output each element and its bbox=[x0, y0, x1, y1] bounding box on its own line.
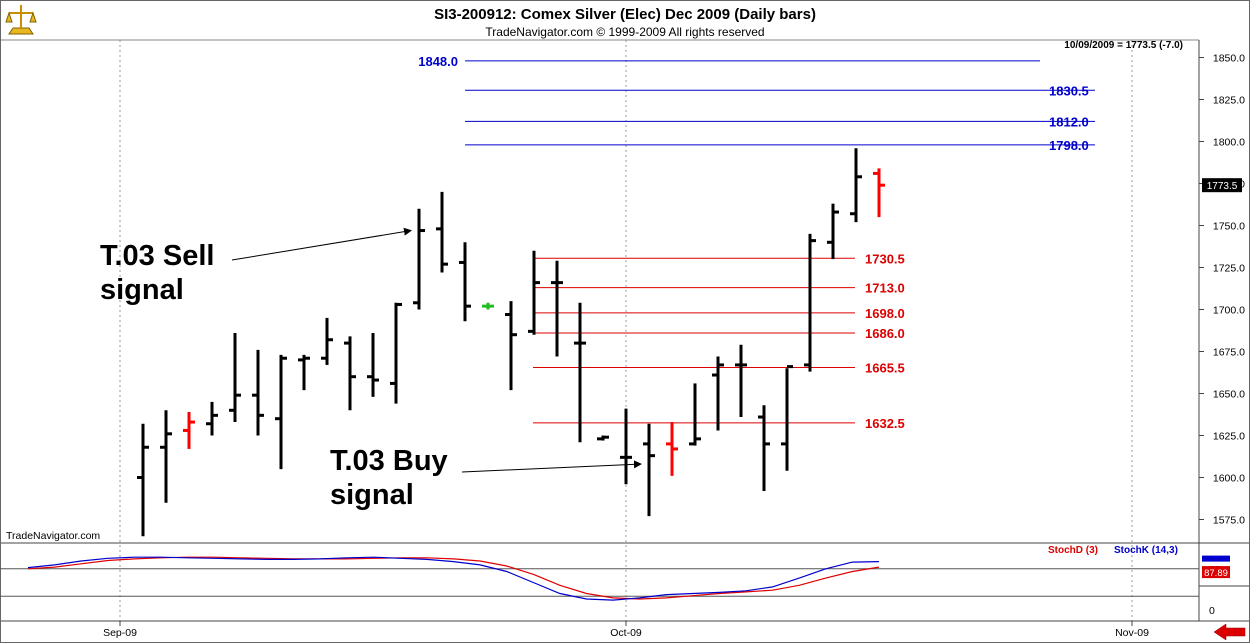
ohlc-bar bbox=[390, 302, 402, 404]
last-price-label: 1773.5 bbox=[1207, 181, 1238, 192]
price-tick-label: 1825.0 bbox=[1213, 95, 1245, 107]
signal-label: T.03 Sell signal bbox=[100, 240, 214, 306]
buy-level-label: 1686.0 bbox=[865, 326, 905, 341]
ohlc-bar bbox=[459, 242, 471, 322]
ohlc-bar bbox=[344, 336, 356, 411]
ohlc-bar bbox=[436, 191, 448, 273]
stoch-last-label: 87.89 bbox=[1204, 568, 1228, 579]
ohlc-bar bbox=[781, 365, 793, 471]
stoch-last-marker bbox=[1202, 566, 1230, 579]
ohlc-bar bbox=[275, 354, 287, 470]
ohlc-bar bbox=[321, 317, 333, 365]
ohlc-bar bbox=[206, 401, 218, 436]
ohlc-bar bbox=[229, 333, 241, 423]
time-tick-label: Nov-09 bbox=[1115, 627, 1149, 639]
signal-label-line: signal bbox=[100, 274, 184, 306]
ohlc-bar bbox=[574, 302, 586, 443]
stochastic-panel: 07587.89 bbox=[0, 555, 1230, 617]
ohlc-bar bbox=[827, 203, 839, 260]
stoch-k-line bbox=[27, 556, 880, 601]
signal-label-line: signal bbox=[330, 479, 414, 511]
ohlc-bar bbox=[413, 208, 425, 310]
ohlc-bar bbox=[551, 260, 563, 357]
ohlc-bar bbox=[620, 408, 632, 485]
ohlc-bar bbox=[597, 435, 609, 441]
price-axis: 1575.0 1600.0 1625.0 1650.0 1675.0 1700.0 1725… bbox=[1199, 53, 1245, 527]
scroll-left-arrow-icon[interactable] bbox=[1213, 623, 1246, 641]
ohlc-bar bbox=[643, 423, 655, 517]
sell-level-label: 1848.0 bbox=[418, 54, 458, 69]
price-tick-label: 1600.0 bbox=[1213, 473, 1245, 485]
chart-subtitle: TradeNavigator.com © 1999-2009 All right… bbox=[485, 25, 764, 39]
price-tick-label: 1625.0 bbox=[1213, 431, 1245, 443]
ohlc-bar bbox=[873, 168, 885, 218]
stoch-d-line bbox=[27, 556, 880, 600]
signal-arrow bbox=[461, 460, 642, 473]
ohlc-bar bbox=[735, 344, 747, 418]
last-value-info: 10/09/2009 = 1773.5 (-7.0) bbox=[1064, 40, 1183, 51]
price-tick-label: 1850.0 bbox=[1213, 53, 1245, 65]
price-tick-label: 1750.0 bbox=[1213, 221, 1245, 233]
stoch-d-label: StochD (3) bbox=[1048, 545, 1098, 556]
trade-navigator-logo-icon[interactable] bbox=[5, 5, 37, 35]
signal-label: T.03 Buy signal bbox=[330, 445, 448, 511]
time-axis: Sep-09 Oct-09 Nov-09 bbox=[103, 621, 1149, 639]
ohlc-bar bbox=[183, 411, 195, 449]
ohlc-bar bbox=[482, 302, 494, 310]
stoch-k-marker bbox=[1202, 555, 1230, 562]
ohlc-bar bbox=[804, 233, 816, 372]
time-tick-label: Oct-09 bbox=[610, 627, 642, 639]
ohlc-bar bbox=[712, 356, 724, 431]
sell-target-levels: 1848.0 1830.5 1812.0 1798.0 bbox=[418, 54, 1095, 153]
price-tick-label: 1575.0 bbox=[1213, 515, 1245, 527]
ohlc-bar bbox=[505, 301, 517, 391]
ohlc-bar bbox=[160, 410, 172, 503]
price-bars bbox=[137, 148, 885, 537]
ohlc-bar bbox=[367, 333, 379, 397]
buy-level-label: 1698.0 bbox=[865, 306, 905, 321]
price-tick-label: 1700.0 bbox=[1213, 305, 1245, 317]
ohlc-bar bbox=[666, 422, 678, 476]
watermark-label: TradeNavigator.com bbox=[6, 530, 100, 542]
ohlc-bar bbox=[850, 148, 862, 223]
ohlc-bar bbox=[689, 383, 701, 446]
stoch-tick-label: 0 bbox=[1209, 605, 1215, 617]
signal-arrow bbox=[231, 227, 412, 261]
price-tick-label: 1650.0 bbox=[1213, 389, 1245, 401]
ohlc-bar bbox=[298, 354, 310, 391]
price-tick-label: 1725.0 bbox=[1213, 263, 1245, 275]
sell-level-label: 1798.0 bbox=[1049, 138, 1089, 153]
grid-lines bbox=[119, 40, 1133, 621]
price-tick-label: 1800.0 bbox=[1213, 137, 1245, 149]
signal-label-line: T.03 Buy bbox=[330, 445, 448, 477]
time-tick-label: Sep-09 bbox=[103, 627, 137, 639]
buy-level-label: 1665.5 bbox=[865, 360, 905, 375]
sell-level-label: 1812.0 bbox=[1049, 114, 1089, 129]
ohlc-bar bbox=[758, 405, 770, 491]
ohlc-bar bbox=[528, 250, 540, 335]
buy-target-levels: 1730.5 1713.0 1698.0 1686.0 1665.5 1632.5 bbox=[533, 251, 905, 431]
buy-level-label: 1632.5 bbox=[865, 416, 905, 431]
buy-level-label: 1730.5 bbox=[865, 251, 905, 266]
sell-level-label: 1830.5 bbox=[1049, 83, 1089, 98]
signal-label-line: T.03 Sell bbox=[100, 240, 214, 272]
price-tick-label: 1675.0 bbox=[1213, 347, 1245, 359]
stoch-k-label: StochK (14,3) bbox=[1114, 545, 1178, 556]
ohlc-bar bbox=[252, 349, 264, 436]
ohlc-bar bbox=[137, 423, 149, 537]
buy-level-label: 1713.0 bbox=[865, 281, 905, 296]
chart-title: SI3-200912: Comex Silver (Elec) Dec 2009… bbox=[434, 6, 816, 23]
last-price-marker bbox=[1202, 178, 1242, 193]
